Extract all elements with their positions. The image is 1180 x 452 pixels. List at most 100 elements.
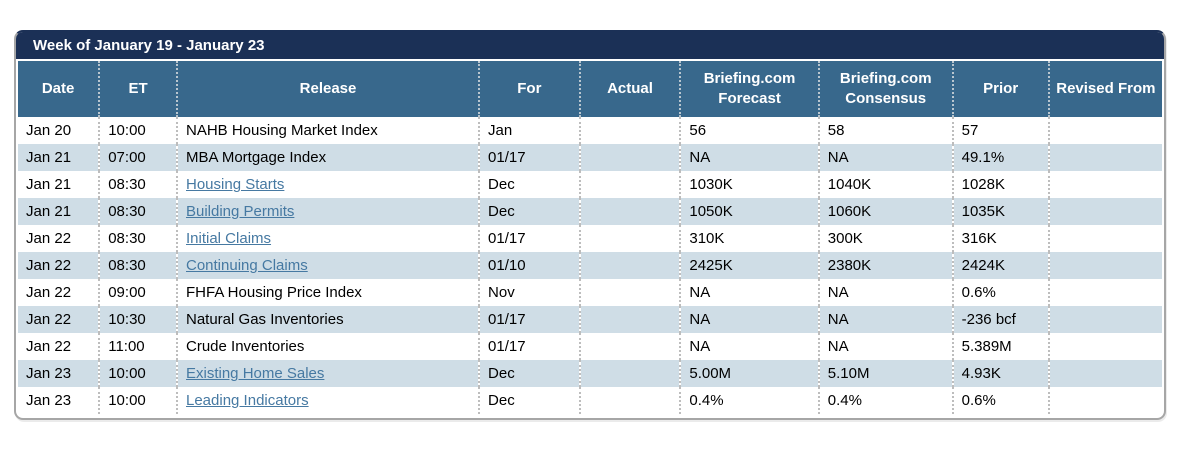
release-link[interactable]: Initial Claims (186, 230, 272, 247)
cell-et: 08:30 (98, 225, 177, 252)
table-row: Jan 23 10:00 Leading Indicators Dec 0.4% 0.4%… (18, 387, 1162, 414)
cell-forecast: 2425K (679, 252, 819, 279)
cell-et: 11:00 (98, 333, 177, 360)
cell-consensus: 1040K (817, 171, 953, 198)
column-header-for: For (478, 59, 580, 117)
cell-consensus: NA (817, 306, 953, 333)
cell-prior: 2424K (951, 252, 1049, 279)
cell-et: 10:00 (98, 360, 177, 387)
cell-forecast: NA (679, 333, 819, 360)
cell-revised (1047, 279, 1162, 306)
cell-date: Jan 21 (18, 198, 100, 225)
cell-revised (1047, 252, 1162, 279)
cell-actual (578, 387, 681, 414)
table-row: Jan 20 10:00 NAHB Housing Market Index Jan 5… (18, 117, 1162, 144)
cell-date: Jan 21 (18, 144, 100, 171)
cell-release: Housing Starts (175, 171, 480, 198)
cell-forecast: 5.00M (679, 360, 819, 387)
release-link[interactable]: Building Permits (186, 203, 295, 220)
cell-release: NAHB Housing Market Index (175, 117, 480, 144)
calendar-week-title: Week of January 19 - January 23 (16, 32, 1164, 59)
cell-actual (578, 333, 681, 360)
table-row: Jan 21 08:30 Housing Starts Dec 1030K 1040K 10… (18, 171, 1162, 198)
table-row: Jan 22 10:30 Natural Gas Inventories 01/17 N… (18, 306, 1162, 333)
cell-release: Building Permits (175, 198, 480, 225)
release-link[interactable]: Continuing Claims (186, 257, 308, 274)
cell-date: Jan 21 (18, 171, 100, 198)
cell-consensus: 58 (817, 117, 953, 144)
calendar-table: Date ET Release For Actual Briefing.com … (18, 59, 1162, 414)
column-header-actual: Actual (578, 59, 681, 117)
cell-et: 07:00 (98, 144, 177, 171)
cell-consensus: 5.10M (817, 360, 953, 387)
cell-for: 01/17 (478, 225, 580, 252)
cell-actual (578, 252, 681, 279)
cell-et: 08:30 (98, 252, 177, 279)
cell-prior: 5.389M (951, 333, 1049, 360)
cell-date: Jan 22 (18, 279, 100, 306)
cell-actual (578, 171, 681, 198)
cell-for: 01/17 (478, 144, 580, 171)
header-row: Date ET Release For Actual Briefing.com … (18, 59, 1162, 117)
table-row: Jan 23 10:00 Existing Home Sales Dec 5.00M 5.… (18, 360, 1162, 387)
economic-calendar: Week of January 19 - January 23 Date ET … (14, 30, 1166, 420)
column-header-consensus: Briefing.com Consensus (817, 59, 953, 117)
cell-revised (1047, 306, 1162, 333)
cell-release: Continuing Claims (175, 252, 480, 279)
cell-release: Leading Indicators (175, 387, 480, 414)
cell-consensus: NA (817, 279, 953, 306)
cell-et: 08:30 (98, 198, 177, 225)
cell-prior: 316K (951, 225, 1049, 252)
cell-release: Crude Inventories (175, 333, 480, 360)
cell-actual (578, 198, 681, 225)
cell-forecast: NA (679, 306, 819, 333)
release-link[interactable]: Housing Starts (186, 176, 285, 193)
cell-for: 01/17 (478, 306, 580, 333)
cell-release: Initial Claims (175, 225, 480, 252)
cell-prior: 0.6% (951, 279, 1049, 306)
column-header-date: Date (18, 59, 100, 117)
cell-revised (1047, 198, 1162, 225)
cell-date: Jan 22 (18, 252, 100, 279)
cell-for: Dec (478, 171, 580, 198)
cell-date: Jan 20 (18, 117, 100, 144)
cell-forecast: NA (679, 279, 819, 306)
cell-consensus: NA (817, 144, 953, 171)
cell-for: Dec (478, 387, 580, 414)
cell-revised (1047, 171, 1162, 198)
table-row: Jan 22 09:00 FHFA Housing Price Index Nov NA… (18, 279, 1162, 306)
cell-for: Dec (478, 198, 580, 225)
cell-release: MBA Mortgage Index (175, 144, 480, 171)
table-row: Jan 21 08:30 Building Permits Dec 1050K 1060K… (18, 198, 1162, 225)
cell-consensus: NA (817, 333, 953, 360)
cell-forecast: 0.4% (679, 387, 819, 414)
cell-forecast: NA (679, 144, 819, 171)
cell-prior: 1035K (951, 198, 1049, 225)
cell-revised (1047, 225, 1162, 252)
cell-release: FHFA Housing Price Index (175, 279, 480, 306)
table-row: Jan 22 08:30 Initial Claims 01/17 310K 300K 31… (18, 225, 1162, 252)
cell-for: 01/17 (478, 333, 580, 360)
cell-prior: 49.1% (951, 144, 1049, 171)
cell-date: Jan 22 (18, 333, 100, 360)
cell-release: Existing Home Sales (175, 360, 480, 387)
cell-revised (1047, 144, 1162, 171)
table-row: Jan 21 07:00 MBA Mortgage Index 01/17 NA NA 49… (18, 144, 1162, 171)
cell-prior: 1028K (951, 171, 1049, 198)
cell-forecast: 56 (679, 117, 819, 144)
cell-actual (578, 225, 681, 252)
table-row: Jan 22 11:00 Crude Inventories 01/17 NA NA 5.3… (18, 333, 1162, 360)
column-header-prior: Prior (951, 59, 1049, 117)
cell-revised (1047, 360, 1162, 387)
cell-for: Dec (478, 360, 580, 387)
cell-et: 10:00 (98, 387, 177, 414)
cell-consensus: 0.4% (817, 387, 953, 414)
cell-consensus: 300K (817, 225, 953, 252)
cell-date: Jan 23 (18, 387, 100, 414)
cell-release: Natural Gas Inventories (175, 306, 480, 333)
column-header-release: Release (175, 59, 480, 117)
release-link[interactable]: Existing Home Sales (186, 365, 325, 382)
cell-prior: -236 bcf (951, 306, 1049, 333)
release-link[interactable]: Leading Indicators (186, 392, 309, 409)
